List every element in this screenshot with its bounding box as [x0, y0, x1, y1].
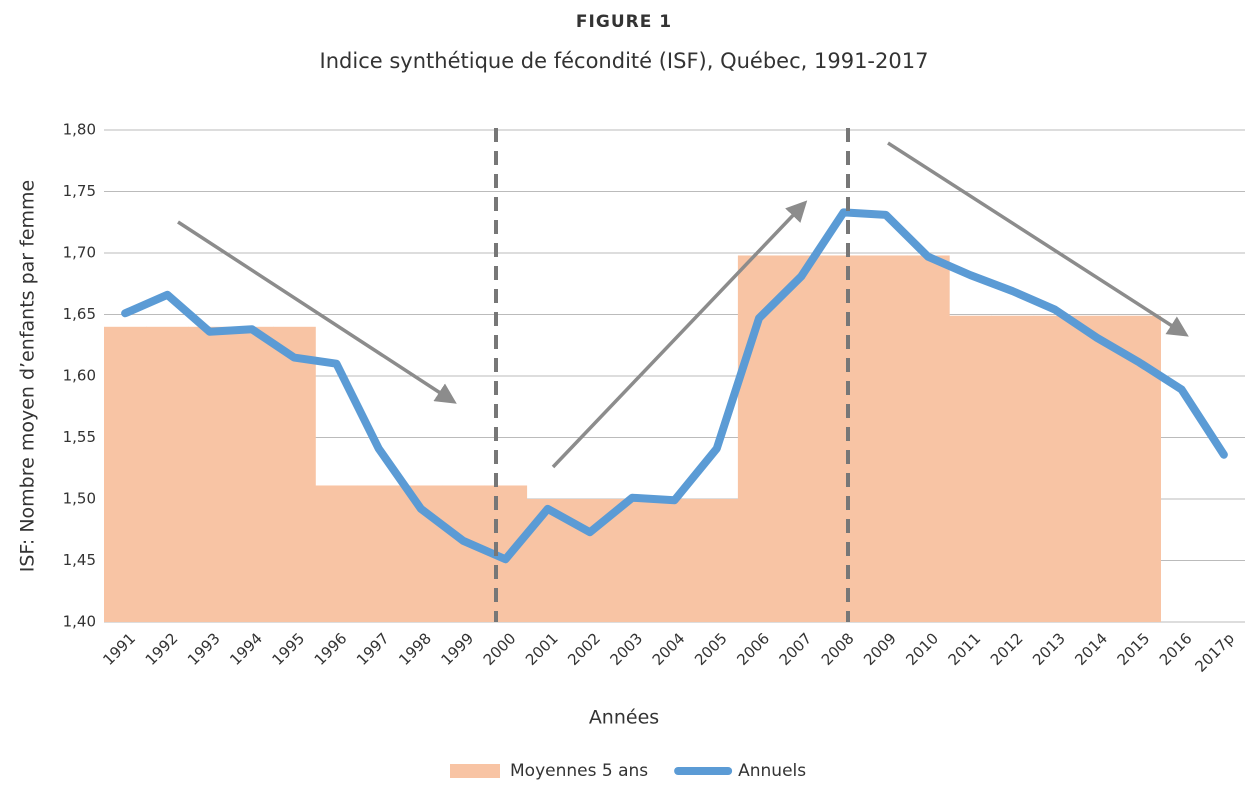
bar [442, 485, 485, 622]
bar [695, 499, 739, 622]
x-tick-label: 2007 [776, 629, 816, 669]
trend-arrow [177, 220, 457, 404]
bar [864, 255, 908, 622]
x-tick-label: 2017p [1191, 629, 1237, 675]
x-tick-label: 2005 [691, 629, 731, 669]
x-tick-label: 2010 [902, 629, 942, 669]
bar [991, 315, 1035, 622]
legend: Moyennes 5 ans Annuels [450, 761, 806, 781]
x-tick-label: 2011 [945, 629, 985, 669]
x-tick-label: 1991 [99, 629, 139, 669]
overlays [177, 128, 1189, 622]
bar [230, 326, 274, 622]
bar [146, 326, 190, 622]
y-tick-label: 1,50 [63, 490, 96, 508]
bar [315, 485, 359, 622]
bar [822, 255, 866, 622]
x-tick-label: 2012 [987, 629, 1027, 669]
x-tick-label: 2003 [607, 629, 647, 669]
legend-swatch [450, 764, 500, 778]
bar [357, 485, 401, 622]
bar [273, 326, 316, 622]
x-tick-label: 2015 [1114, 629, 1154, 669]
chart-title: FIGURE 1 [576, 12, 672, 32]
x-tick-label: 2004 [649, 629, 689, 669]
chart-subtitle: Indice synthétique de fécondité (ISF), Q… [320, 49, 929, 73]
bar [737, 255, 781, 622]
x-tick-label: 2009 [860, 629, 900, 669]
bar [1075, 315, 1119, 622]
trend-arrow [887, 141, 1189, 337]
y-tick-label: 1,65 [63, 305, 96, 323]
x-tick-label: 2008 [818, 629, 858, 669]
x-tick-label: 2013 [1029, 629, 1069, 669]
x-tick-label: 1993 [184, 629, 224, 669]
y-tick-label: 1,55 [63, 428, 96, 446]
x-tick-label: 2000 [480, 629, 520, 669]
y-tick-label: 1,70 [63, 244, 96, 262]
y-tick-label: 1,60 [63, 367, 96, 385]
bar [1033, 315, 1077, 622]
x-axis-label: Années [589, 707, 659, 729]
bar [188, 326, 232, 622]
y-tick-label: 1,80 [63, 121, 96, 139]
y-tick-label: 1,45 [63, 551, 96, 569]
x-tick-label: 1995 [268, 629, 308, 669]
x-tick-label: 1992 [142, 629, 182, 669]
legend-label: Annuels [738, 761, 806, 781]
x-tick-label: 1999 [437, 629, 477, 669]
bar [104, 326, 147, 622]
x-tick-label: 1994 [226, 629, 266, 669]
x-tick-label: 2016 [1156, 629, 1196, 669]
legend-label: Moyennes 5 ans [510, 761, 648, 781]
x-tick-label: 2014 [1071, 629, 1111, 669]
x-tick-label: 1997 [353, 629, 393, 669]
x-tick-label: 2006 [733, 629, 773, 669]
bar [653, 499, 697, 622]
bar [611, 499, 654, 622]
trend-arrow [551, 200, 808, 469]
plot: 1,40 1,45 1,50 1,55 1,60 1,65 1,70 1,75 1,80 1991… [63, 121, 1245, 676]
bar [906, 255, 950, 622]
y-axis-label: ISF: Nombre moyen d’enfants par femme [17, 180, 39, 572]
y-tick-label: 1,40 [63, 613, 96, 631]
bar [780, 255, 823, 622]
x-tick-label: 1998 [395, 629, 435, 669]
line [121, 208, 1228, 564]
y-tick-label: 1,75 [63, 182, 96, 200]
x-tick-label: 2001 [522, 629, 562, 669]
x-tick-label: 1996 [311, 629, 351, 669]
bar [949, 315, 992, 622]
x-tick-label: 2002 [564, 629, 604, 669]
